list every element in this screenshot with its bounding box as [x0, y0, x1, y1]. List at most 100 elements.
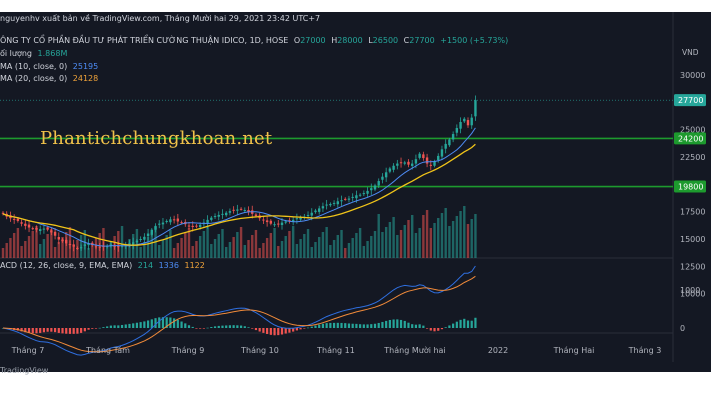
volume-bar — [139, 247, 142, 258]
macd-histogram-bar — [366, 324, 369, 328]
candle-body — [288, 220, 291, 222]
volume-bar — [414, 233, 418, 258]
volume-bar — [303, 234, 306, 258]
x-tick-label: Tháng 3 — [628, 346, 662, 355]
volume-bar — [128, 239, 131, 258]
macd-histogram-bar — [251, 328, 254, 329]
candle-body — [113, 245, 116, 247]
macd-histogram-bar — [24, 328, 27, 333]
volume-bar — [440, 213, 444, 258]
candle-body — [35, 227, 38, 230]
candle-body — [332, 202, 336, 204]
macd-histogram-bar — [321, 323, 325, 328]
volume-bar — [87, 248, 90, 258]
candle-body — [280, 222, 284, 226]
candle-body — [232, 209, 235, 211]
macd-histogram-bar — [53, 328, 57, 333]
volume-bar — [284, 236, 287, 258]
candle-body — [448, 139, 451, 146]
candle-body — [68, 244, 72, 246]
volume-bar — [355, 233, 358, 258]
symbol-row: ÔNG TY CỔ PHẦN ĐẦU TƯ PHÁT TRIỂN CƯỜNG T… — [0, 36, 511, 45]
macd-histogram-bar — [124, 324, 127, 328]
volume-bar — [269, 233, 273, 258]
candle-body — [384, 172, 388, 178]
candle-body — [61, 239, 64, 242]
price-chart[interactable]: VND1000012500150001750020000225002500030… — [0, 12, 711, 372]
candle-body — [299, 217, 302, 220]
macd-histogram-bar — [50, 328, 53, 332]
candle-body — [176, 218, 180, 222]
volume-bar — [388, 222, 392, 258]
macd-histogram-bar — [42, 328, 46, 333]
candle-body — [150, 229, 153, 235]
candle-body — [239, 208, 243, 210]
y-tick-label: 10000 — [680, 290, 705, 299]
volume-bar — [243, 245, 246, 258]
macd-signal-value: 1122 — [184, 261, 205, 270]
ma10-label: MA (10, close, 0) — [0, 62, 68, 71]
volume-bar — [437, 218, 440, 258]
ma20-label: MA (20, close, 0) — [0, 74, 68, 83]
macd-histogram-bar — [91, 328, 94, 329]
candle-body — [347, 198, 351, 200]
macd-histogram-bar — [236, 325, 239, 328]
macd-histogram-bar — [347, 323, 351, 328]
candle-body — [117, 246, 120, 248]
macd-histogram-bar — [184, 323, 187, 328]
volume-bar — [165, 235, 168, 258]
price-tag — [674, 180, 706, 193]
candle-body — [418, 153, 421, 158]
macd-histogram-bar — [117, 325, 120, 328]
volume-bar — [61, 237, 64, 258]
candle-body — [46, 227, 49, 230]
candle-body — [213, 216, 217, 218]
macd-histogram-bar — [362, 324, 365, 328]
macd-histogram-bar — [68, 328, 72, 334]
volume-bar — [314, 242, 317, 258]
volume-bar — [422, 215, 425, 258]
volume-bar — [407, 220, 410, 258]
macd-histogram-bar — [206, 327, 209, 329]
macd-histogram-bar — [407, 322, 410, 328]
macd-histogram-bar — [318, 324, 321, 328]
macd-histogram-bar — [440, 328, 444, 330]
volume-bar — [31, 231, 34, 258]
volume-bar — [172, 248, 176, 258]
candle-body — [39, 229, 42, 232]
macd-histogram-bar — [295, 328, 298, 331]
candle-body — [277, 223, 280, 225]
volume-bar — [120, 226, 124, 258]
candle-body — [291, 219, 295, 222]
macd-histogram-bar — [388, 319, 391, 328]
volume-bar — [221, 229, 224, 258]
candle-body — [27, 224, 31, 228]
macd-hist-value: 214 — [137, 261, 154, 270]
macd-histogram-bar — [403, 320, 406, 328]
volume-bar — [288, 231, 291, 258]
candle-body — [154, 225, 157, 230]
candle-body — [161, 222, 165, 225]
volume-bar — [109, 241, 113, 258]
volume-bar — [366, 241, 369, 258]
macd-histogram-bar — [277, 328, 280, 336]
macd-histogram-bar — [336, 322, 339, 328]
macd-histogram-bar — [169, 317, 172, 328]
macd-row: ACD (12, 26, close, 9, EMA, EMA) 214 133… — [0, 261, 208, 270]
volume-bar — [50, 229, 53, 258]
macd-histogram-bar — [39, 328, 42, 333]
candle-body — [407, 161, 410, 165]
change-value: +1500 (+5.73%) — [440, 36, 509, 45]
macd-histogram-bar — [329, 322, 332, 328]
volume-bar — [340, 230, 343, 258]
volume-bar — [474, 214, 477, 258]
candle-body — [195, 225, 198, 227]
candle-body — [146, 233, 150, 237]
candle-body — [265, 220, 269, 223]
candle-body — [370, 188, 373, 191]
macd-histogram-bar — [57, 328, 60, 333]
macd-histogram-bar — [154, 318, 157, 328]
macd-histogram-bar — [72, 328, 75, 334]
macd-histogram-bar — [113, 325, 116, 328]
candle-body — [50, 230, 53, 233]
